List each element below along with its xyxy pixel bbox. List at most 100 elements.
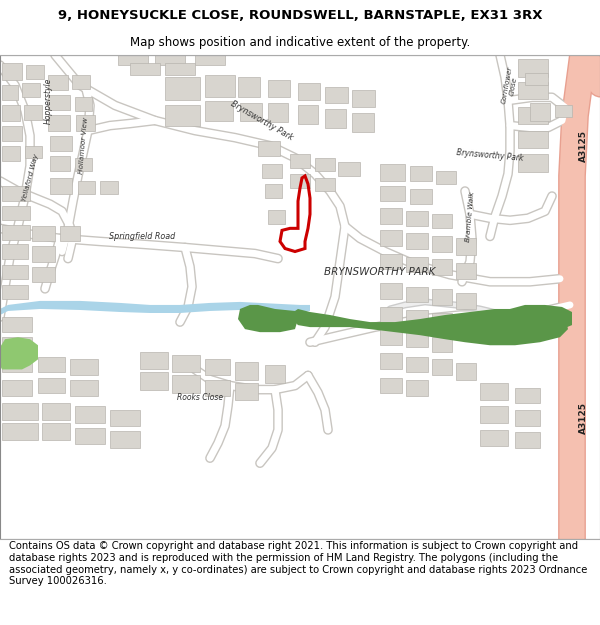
Polygon shape [205,101,233,121]
Polygon shape [515,432,540,448]
Polygon shape [165,63,195,75]
Polygon shape [76,116,95,131]
Polygon shape [432,338,452,352]
Polygon shape [456,293,476,309]
Polygon shape [380,307,402,322]
Polygon shape [50,136,72,151]
Polygon shape [25,146,42,158]
Polygon shape [2,126,22,141]
Polygon shape [48,75,68,90]
Polygon shape [235,382,258,399]
Polygon shape [42,423,70,440]
Polygon shape [2,63,22,80]
Polygon shape [298,83,320,101]
Polygon shape [140,352,168,369]
Polygon shape [290,154,310,168]
Polygon shape [262,164,282,178]
Polygon shape [205,379,230,396]
Polygon shape [32,246,55,262]
Polygon shape [380,208,402,224]
Polygon shape [155,55,185,65]
Polygon shape [50,178,72,194]
Polygon shape [380,329,402,345]
Polygon shape [456,317,476,332]
Polygon shape [2,264,28,279]
Polygon shape [22,83,40,98]
Polygon shape [380,353,402,369]
Polygon shape [406,310,428,325]
Polygon shape [406,211,428,226]
Polygon shape [530,103,550,121]
Text: Cornflower
Close: Cornflower Close [500,66,520,105]
Polygon shape [518,107,548,124]
Polygon shape [2,85,18,101]
Polygon shape [315,158,335,171]
Polygon shape [265,366,285,382]
Polygon shape [258,141,280,156]
Text: Hopperstyle: Hopperstyle [44,77,53,124]
Polygon shape [406,379,428,396]
Polygon shape [38,357,65,372]
Polygon shape [140,372,168,389]
Polygon shape [60,226,80,241]
Polygon shape [292,309,568,345]
Polygon shape [2,146,20,161]
Polygon shape [24,106,42,119]
Polygon shape [78,181,95,194]
Text: Rooks Close: Rooks Close [177,393,223,402]
Polygon shape [432,259,452,275]
Polygon shape [172,356,200,372]
Polygon shape [235,362,258,379]
Polygon shape [100,181,118,194]
Polygon shape [172,376,200,392]
Polygon shape [352,90,375,108]
Polygon shape [48,116,70,131]
Polygon shape [2,244,28,259]
Polygon shape [195,55,225,65]
Polygon shape [298,106,318,124]
Text: BRYNSWORTHY PARK: BRYNSWORTHY PARK [325,267,436,277]
Polygon shape [525,73,548,85]
Polygon shape [32,267,55,282]
Polygon shape [75,158,92,171]
Polygon shape [406,332,428,348]
Polygon shape [406,287,428,302]
Polygon shape [406,233,428,249]
Polygon shape [265,184,282,198]
Text: Springfield Road: Springfield Road [109,232,175,241]
Polygon shape [338,162,360,176]
Polygon shape [380,282,402,299]
Text: Hollamoor View: Hollamoor View [77,117,88,174]
Text: A3125: A3125 [578,130,587,162]
Polygon shape [515,410,540,426]
Polygon shape [118,55,148,65]
Polygon shape [75,428,105,444]
Polygon shape [315,178,335,191]
Polygon shape [518,131,548,148]
Polygon shape [432,313,452,329]
Polygon shape [518,59,548,77]
Polygon shape [432,359,452,376]
Text: Contains OS data © Crown copyright and database right 2021. This information is : Contains OS data © Crown copyright and d… [9,541,587,586]
Polygon shape [165,106,200,126]
Polygon shape [50,156,70,171]
Polygon shape [406,256,428,272]
Polygon shape [432,214,452,228]
Polygon shape [70,379,98,396]
Polygon shape [290,174,310,188]
Polygon shape [410,166,432,181]
Polygon shape [0,301,310,315]
Polygon shape [352,114,374,132]
Text: Bramble Walk: Bramble Walk [465,191,475,242]
Polygon shape [380,164,405,181]
Polygon shape [2,338,32,352]
Text: Yellaford Way: Yellaford Way [21,154,39,202]
Polygon shape [205,75,235,98]
Text: Brynsworthy Park: Brynsworthy Park [456,148,524,163]
Polygon shape [72,75,90,89]
Polygon shape [2,186,30,201]
Polygon shape [555,106,572,118]
Polygon shape [480,406,508,423]
Polygon shape [238,77,260,98]
Polygon shape [2,379,32,396]
